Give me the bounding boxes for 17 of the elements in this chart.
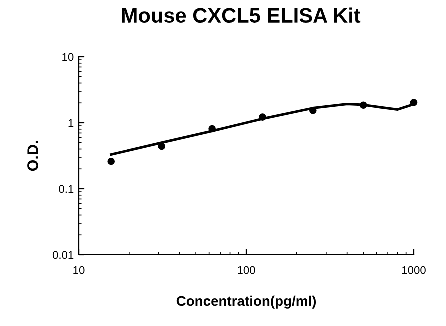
x-axis-title: Concentration(pg/ml) bbox=[176, 296, 316, 309]
point bbox=[108, 158, 115, 166]
x-tick-label: 10 bbox=[74, 266, 85, 274]
y-tick-label: 0.01 bbox=[52, 251, 74, 260]
point bbox=[410, 99, 418, 106]
chart-title: Mouse CXCL5 ELISA Kit bbox=[122, 8, 361, 24]
point bbox=[208, 125, 216, 133]
y-tick-label: 10 bbox=[62, 53, 74, 62]
point bbox=[310, 106, 317, 114]
point bbox=[259, 114, 266, 121]
point bbox=[360, 102, 368, 110]
y-tick-label: 1 bbox=[68, 119, 74, 128]
x-tick-label: 1000 bbox=[402, 266, 426, 274]
y-tick-label: 0.1 bbox=[59, 185, 74, 194]
x-tick-label: 100 bbox=[238, 266, 256, 274]
y-axis-title: O.D. bbox=[28, 141, 38, 172]
point bbox=[158, 142, 166, 150]
